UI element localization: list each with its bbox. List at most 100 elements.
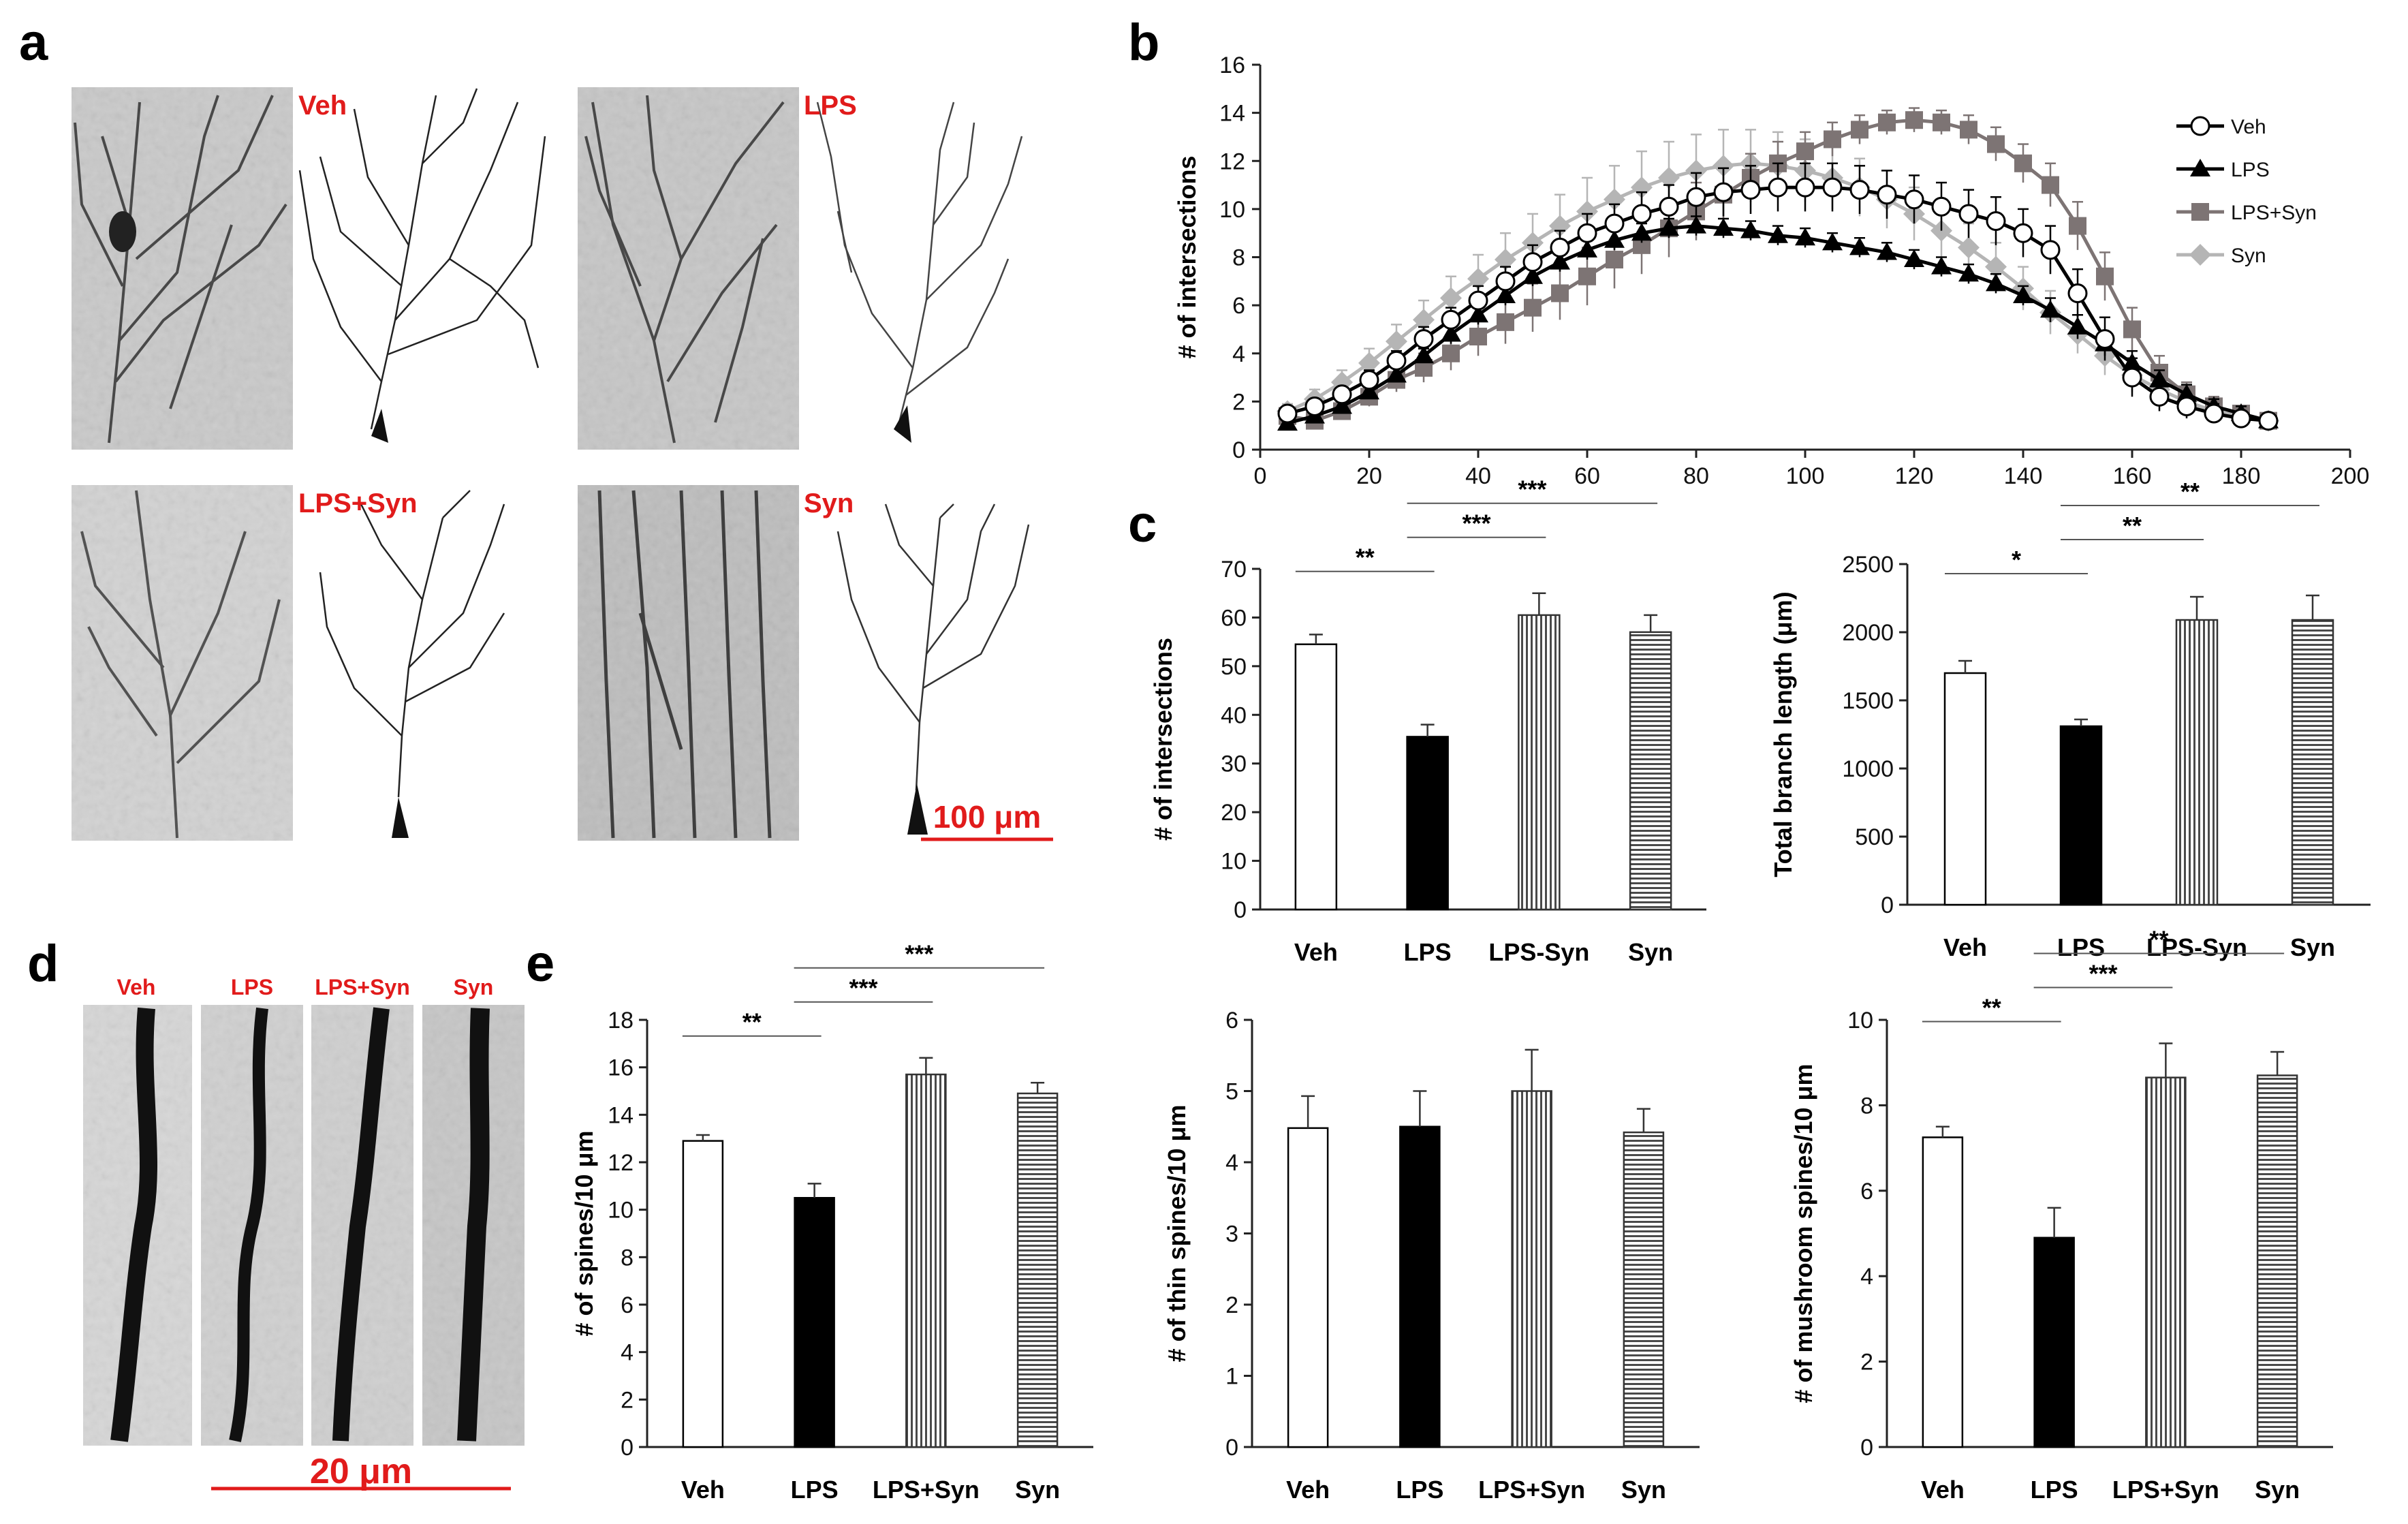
b-point bbox=[2013, 223, 2033, 243]
b-point bbox=[1522, 252, 1543, 273]
b-y-tick-label: 8 bbox=[1232, 245, 1245, 271]
c1-significance-label: ** bbox=[1356, 544, 1375, 572]
b-x-tick-label: 160 bbox=[2113, 463, 2152, 489]
b-point bbox=[1441, 324, 1461, 342]
b-point bbox=[1822, 177, 1843, 198]
e3-y-tick-label: 6 bbox=[1860, 1179, 1873, 1204]
b-legend-marker bbox=[2190, 159, 2210, 176]
panel-d-dendrite-images: Veh LPS LPS+Syn Syn 20 μm bbox=[83, 975, 525, 1491]
panel-a-neuron-images: Veh LPS bbox=[72, 87, 1053, 841]
b-y-axis-label: # of intersections bbox=[1173, 155, 1201, 358]
b-point bbox=[2123, 320, 2141, 339]
panel-d-label-lps: LPS bbox=[231, 975, 273, 999]
e1-bar-lps bbox=[794, 1197, 835, 1448]
b-point bbox=[1987, 135, 2005, 153]
b-point bbox=[1497, 313, 1514, 331]
c1-y-tick-label: 60 bbox=[1221, 605, 1247, 631]
b-legend-label: LPS bbox=[2231, 159, 2270, 181]
b-legend-label: Syn bbox=[2231, 245, 2266, 267]
b-point bbox=[1740, 180, 1761, 200]
panel-label-e: e bbox=[526, 935, 554, 993]
e3-bar-veh bbox=[1922, 1136, 1964, 1448]
b-series-veh bbox=[1277, 162, 2279, 431]
b-point bbox=[1442, 344, 1460, 362]
b-point bbox=[2122, 367, 2142, 388]
b-x-tick-label: 80 bbox=[1683, 463, 1709, 489]
b-point bbox=[2231, 408, 2251, 429]
c1-bar-veh bbox=[1294, 643, 1338, 911]
e3-significance-label: ** bbox=[2149, 925, 2168, 953]
c1-y-tick-label: 70 bbox=[1221, 557, 1247, 582]
b-point bbox=[1905, 111, 1923, 129]
b-series-line bbox=[1287, 224, 2269, 425]
c2-significance-label: ** bbox=[2123, 512, 2142, 540]
e1-y-tick-label: 6 bbox=[621, 1292, 634, 1318]
b-point bbox=[2013, 285, 2033, 303]
e3-significance-label: *** bbox=[2089, 959, 2117, 987]
e2-category-label: LPS bbox=[1396, 1476, 1443, 1504]
e2-category-label: LPS+Syn bbox=[1478, 1476, 1585, 1504]
c1-bar-lps-syn bbox=[1518, 614, 1561, 911]
e1-y-tick-label: 8 bbox=[621, 1245, 634, 1271]
e3-category-label: LPS+Syn bbox=[2112, 1476, 2219, 1504]
e3-y-tick-label: 4 bbox=[1860, 1264, 1873, 1290]
chart-e-thin-spines-bar: 0 1 2 3 4 5 6 # of thin spines/10 μm Veh LPS LPS+S… bbox=[1163, 1008, 1700, 1504]
b-point bbox=[1933, 113, 1950, 131]
b-point bbox=[1440, 287, 1462, 309]
b-point bbox=[2095, 329, 2115, 349]
dendrite-veh bbox=[110, 1007, 158, 1442]
e2-category-label: Syn bbox=[1621, 1476, 1666, 1504]
b-point bbox=[1931, 256, 1952, 275]
b-point bbox=[2067, 283, 2088, 303]
e2-y-tick-label: 3 bbox=[1225, 1222, 1238, 1247]
e2-y-tick-label: 2 bbox=[1225, 1292, 1238, 1318]
b-point bbox=[1686, 215, 1706, 234]
b-x-tick-label: 120 bbox=[1895, 463, 1934, 489]
c1-y-tick-label: 50 bbox=[1221, 654, 1247, 680]
e3-y-tick-label: 0 bbox=[1860, 1435, 1873, 1461]
panel-label-d: d bbox=[27, 935, 59, 993]
b-point bbox=[1495, 249, 1516, 271]
e2-bar-syn bbox=[1623, 1131, 1665, 1448]
c2-category-label: Veh bbox=[1943, 933, 1987, 961]
b-point bbox=[1441, 309, 1461, 330]
c2-bar-lps-syn bbox=[2175, 619, 2219, 906]
b-point bbox=[2040, 300, 2061, 318]
c2-y-tick-label: 0 bbox=[1881, 892, 1894, 918]
b-point bbox=[1851, 121, 1868, 139]
b-x-tick-label: 180 bbox=[2222, 463, 2261, 489]
c1-category-label: Veh bbox=[1294, 938, 1338, 966]
b-x-tick-label: 40 bbox=[1465, 463, 1491, 489]
b-point bbox=[2069, 217, 2086, 235]
c2-bar-veh bbox=[1943, 672, 1987, 906]
e3-bar-lps bbox=[2033, 1237, 2075, 1448]
b-point bbox=[1606, 251, 1623, 269]
e3-bar-syn bbox=[2256, 1074, 2298, 1448]
c2-significance-label: * bbox=[2012, 546, 2021, 574]
c1-y-axis-label: # of intersections bbox=[1149, 638, 1177, 841]
b-y-tick-label: 12 bbox=[1219, 149, 1245, 174]
e3-y-tick-label: 8 bbox=[1860, 1093, 1873, 1119]
scale-bar-20um-label: 20 μm bbox=[310, 1452, 412, 1491]
c2-category-label: Syn bbox=[2290, 933, 2335, 961]
e1-bar-syn bbox=[1016, 1092, 1059, 1448]
e1-y-tick-label: 14 bbox=[608, 1102, 634, 1128]
c2-y-axis-label: Total branch length (μm) bbox=[1769, 591, 1797, 877]
b-point bbox=[1877, 185, 1897, 205]
e3-significance-label: ** bbox=[1982, 993, 2001, 1021]
b-point bbox=[1304, 396, 1325, 416]
b-point bbox=[1413, 309, 1435, 331]
b-point bbox=[1604, 213, 1625, 234]
b-series-line bbox=[1287, 185, 2269, 423]
b-legend-marker bbox=[2189, 244, 2211, 266]
dendrite-lps bbox=[229, 1007, 268, 1442]
b-point bbox=[1413, 345, 1434, 364]
e3-y-tick-label: 10 bbox=[1847, 1008, 1873, 1033]
chart-c-branch-length-bar: 0 500 1000 1500 2000 2500 Total branch length … bbox=[1769, 478, 2371, 961]
c2-y-tick-label: 500 bbox=[1855, 824, 1894, 850]
b-point bbox=[1931, 196, 1952, 217]
e3-category-label: Syn bbox=[2255, 1476, 2300, 1504]
panel-a-label-syn: Syn bbox=[804, 488, 854, 518]
b-point bbox=[1386, 330, 1407, 353]
e2-bar-lps-syn bbox=[1511, 1090, 1552, 1448]
